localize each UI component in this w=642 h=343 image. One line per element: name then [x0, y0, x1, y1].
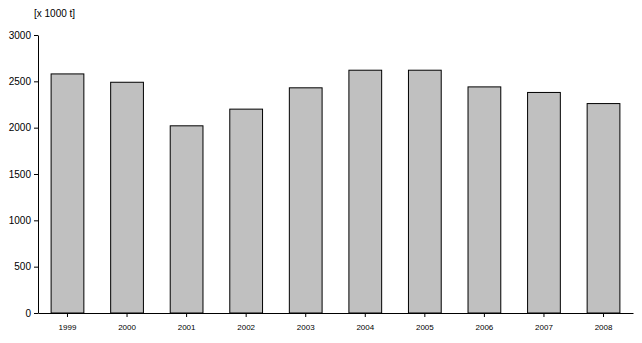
y-tick-mark [34, 81, 38, 82]
y-tick-label: 3000 [9, 30, 32, 41]
x-tick: 2008 [595, 313, 613, 332]
bar [230, 109, 263, 313]
x-tick-label: 1999 [59, 323, 77, 332]
x-tick-mark [67, 313, 68, 317]
bar [51, 74, 84, 313]
x-tick: 2000 [118, 313, 136, 332]
bars [51, 70, 620, 313]
x-axis: 1999 2000 2001 2002 2003 2004 2005 2006 2007 2008 [39, 313, 634, 332]
x-tick-mark [603, 313, 604, 317]
x-tick: 2007 [535, 313, 553, 332]
y-tick-label: 2000 [9, 122, 32, 133]
x-tick: 2003 [297, 313, 315, 332]
bar [170, 126, 203, 313]
bar [468, 87, 501, 313]
x-tick-mark [305, 313, 306, 317]
x-tick-label: 2007 [535, 323, 553, 332]
x-tick-mark [543, 313, 544, 317]
y-axis-line [38, 36, 39, 314]
y-tick: 1000 [9, 215, 38, 226]
bar [528, 92, 561, 313]
bar [349, 70, 382, 313]
y-tick-mark [34, 267, 38, 268]
y-tick-label: 500 [14, 261, 31, 272]
y-tick-mark [34, 35, 38, 36]
bar [408, 70, 441, 313]
x-tick-label: 2006 [476, 323, 494, 332]
plot: 0 500 1000 1500 2000 2500 3000 1999 2000 2001 2002… [9, 30, 634, 332]
x-tick-label: 2003 [297, 323, 315, 332]
y-axis: 0 500 1000 1500 2000 2500 3000 [9, 30, 39, 319]
x-tick-label: 2000 [118, 323, 136, 332]
y-tick: 0 [25, 308, 38, 319]
x-tick-label: 2002 [237, 323, 255, 332]
x-tick: 2006 [476, 313, 494, 332]
x-tick-label: 2004 [356, 323, 374, 332]
x-tick: 2001 [178, 313, 196, 332]
x-tick-mark [246, 313, 247, 317]
x-tick-mark [127, 313, 128, 317]
y-tick: 500 [14, 261, 38, 272]
y-tick-mark [34, 174, 38, 175]
y-tick: 3000 [9, 30, 38, 41]
y-tick-mark [34, 313, 38, 314]
x-tick-mark [424, 313, 425, 317]
y-tick-label: 0 [25, 308, 31, 319]
y-tick-label: 1000 [9, 215, 32, 226]
bar [289, 88, 322, 313]
x-tick: 1999 [59, 313, 77, 332]
bar [111, 82, 144, 313]
chart: 0 500 1000 1500 2000 2500 3000 1999 2000 2001 2002… [0, 0, 642, 343]
y-tick-mark [34, 220, 38, 221]
x-tick-label: 2005 [416, 323, 434, 332]
y-tick: 2500 [9, 76, 38, 87]
bar [587, 104, 620, 313]
y-tick: 1500 [9, 169, 38, 180]
y-tick-label: 1500 [9, 169, 32, 180]
y-tick-mark [34, 128, 38, 129]
y-axis-title: [x 1000 t] [34, 8, 75, 19]
y-tick-label: 2500 [9, 76, 32, 87]
x-tick-label: 2001 [178, 323, 196, 332]
x-tick-mark [484, 313, 485, 317]
x-tick-mark [365, 313, 366, 317]
y-tick: 2000 [9, 122, 38, 133]
x-tick: 2005 [416, 313, 434, 332]
x-tick-mark [186, 313, 187, 317]
x-tick: 2004 [356, 313, 374, 332]
x-tick-label: 2008 [595, 323, 613, 332]
x-tick: 2002 [237, 313, 255, 332]
